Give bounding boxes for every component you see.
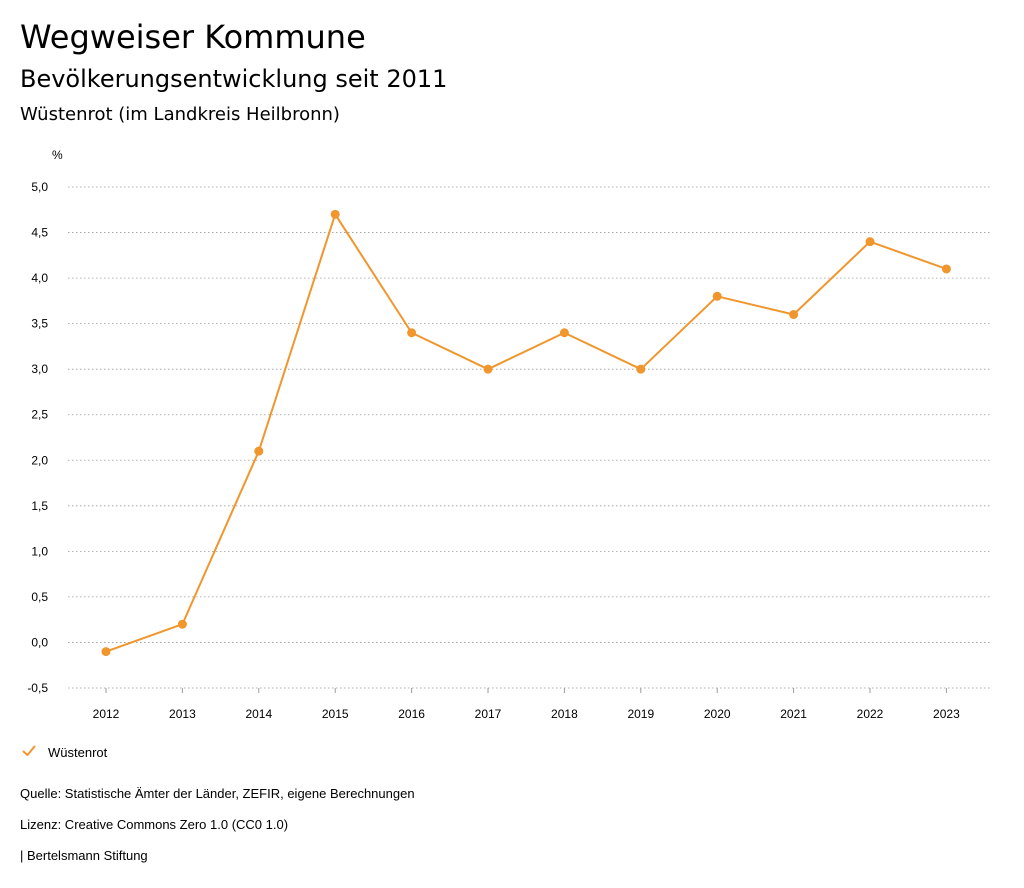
x-tick-label: 2018 [551, 707, 578, 721]
data-point [483, 364, 493, 374]
data-point [865, 237, 875, 247]
y-tick-label: 2,0 [31, 453, 48, 467]
x-tick-label: 2020 [704, 707, 731, 721]
data-point [330, 209, 340, 219]
data-point [712, 291, 722, 301]
y-tick-label: 5,0 [31, 180, 48, 194]
data-point [101, 647, 111, 657]
y-tick-label: 4,0 [31, 271, 48, 285]
y-tick-label: 3,0 [31, 362, 48, 376]
y-axis-label: % [52, 148, 63, 162]
x-tick-label: 2017 [475, 707, 502, 721]
license-note: Lizenz: Creative Commons Zero 1.0 (CC0 1… [20, 817, 289, 832]
line-chart: % -0,5 0,0 0,5 1,0 1,5 2,0 2,5 3,0 3,5 4,0 4,5 5,0 20… [27, 148, 990, 721]
y-tick-label: 0,0 [31, 635, 48, 649]
publisher-note: | Bertelsmann Stiftung [20, 848, 148, 863]
x-tick-label: 2021 [780, 707, 807, 721]
x-tick-label: 2014 [245, 707, 272, 721]
y-tick-label: 2,5 [31, 408, 48, 422]
y-tick-label: 4,5 [31, 226, 48, 240]
chart-subtitle: Bevölkerungsentwicklung seit 2011 [20, 65, 448, 93]
region-label: Wüstenrot (im Landkreis Heilbronn) [20, 104, 340, 125]
y-tick-label: 1,5 [31, 499, 48, 513]
x-tick-label: 2023 [933, 707, 960, 721]
data-point [636, 364, 646, 374]
data-point [177, 619, 187, 629]
data-point [254, 446, 264, 456]
page-title: Wegweiser Kommune [20, 18, 366, 56]
data-point [559, 328, 569, 338]
y-tick-label: 0,5 [31, 590, 48, 604]
y-tick-label: 1,0 [31, 544, 48, 558]
x-tick-label: 2022 [857, 707, 884, 721]
x-tick-label: 2013 [169, 707, 196, 721]
data-point [407, 328, 417, 338]
data-point [789, 310, 799, 320]
y-tick-label: -0,5 [27, 681, 48, 695]
source-note: Quelle: Statistische Ämter der Länder, Z… [20, 786, 415, 801]
y-tick-label: 3,5 [31, 317, 48, 331]
x-tick-label: 2015 [322, 707, 349, 721]
x-tick-label: 2016 [398, 707, 425, 721]
x-tick-label: 2012 [93, 707, 120, 721]
legend-label: Wüstenrot [48, 745, 108, 760]
legend[interactable]: Wüstenrot [22, 745, 107, 760]
data-point [941, 264, 951, 274]
x-tick-label: 2019 [627, 707, 654, 721]
series-line [105, 213, 947, 653]
check-icon [22, 745, 40, 760]
